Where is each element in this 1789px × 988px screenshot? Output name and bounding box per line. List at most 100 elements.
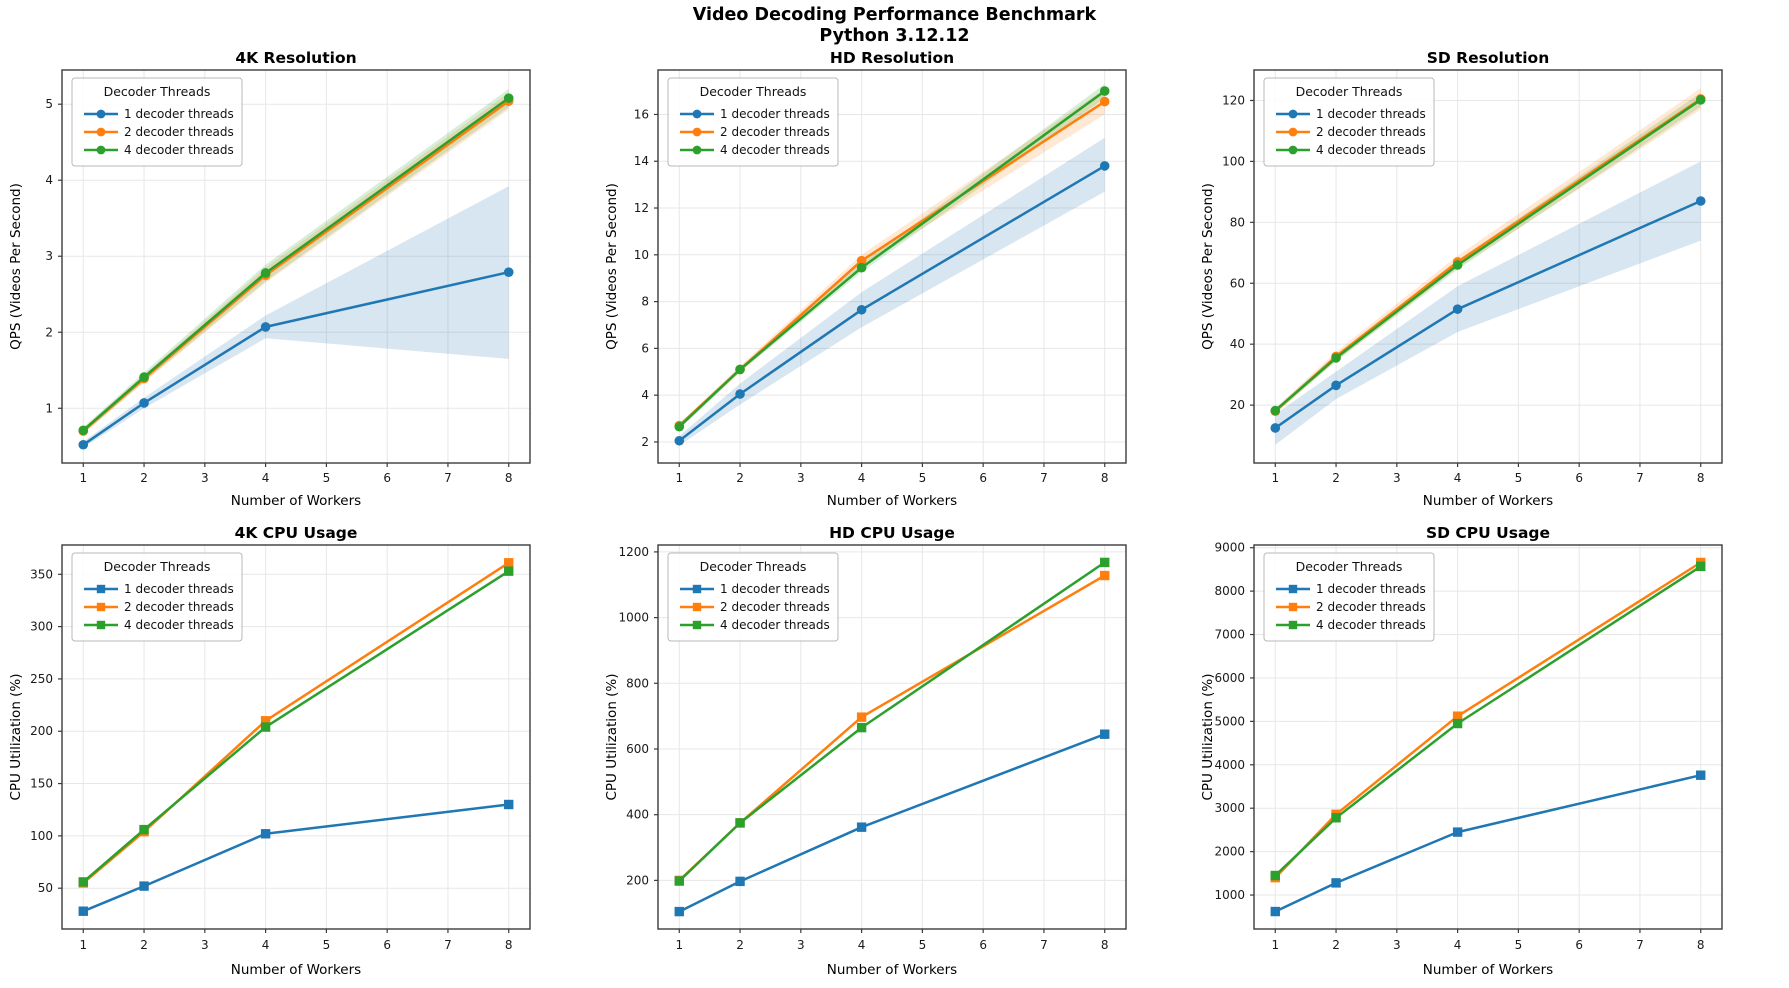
y-axis-label: QPS (Videos Per Second): [8, 183, 24, 350]
legend-label: 2 decoder threads: [1316, 600, 1426, 614]
svg-text:8000: 8000: [1214, 584, 1245, 598]
legend-label: 2 decoder threads: [720, 125, 830, 139]
svg-text:1000: 1000: [618, 611, 649, 625]
series-2-4-decoder-threads: [674, 557, 1110, 886]
data-point: [1270, 870, 1280, 881]
figure-title: Video Decoding Performance Benchmark Pyt…: [0, 5, 1789, 47]
y-axis-label: CPU Utilization (%): [8, 673, 24, 800]
svg-text:6000: 6000: [1214, 671, 1245, 685]
legend: Decoder Threads 1 decoder threads 2 decode…: [1263, 77, 1435, 167]
legend-label: 4 decoder threads: [1316, 143, 1426, 157]
data-point: [1331, 380, 1341, 391]
plot-border: [61, 544, 531, 930]
data-point: [1270, 405, 1281, 416]
data-point: [1331, 813, 1341, 823]
legend-label: 4 decoder threads: [720, 618, 830, 632]
legend-title: Decoder Threads: [104, 84, 211, 99]
x-axis-label: Number of Workers: [231, 493, 361, 508]
data-point: [674, 421, 685, 432]
svg-text:7000: 7000: [1214, 628, 1245, 642]
legend-label: 2 decoder threads: [124, 600, 234, 614]
band-series-0: [1275, 161, 1701, 445]
svg-text:4: 4: [262, 471, 270, 485]
y-axis-label: CPU Utilization (%): [604, 673, 620, 800]
svg-text:6: 6: [1575, 938, 1583, 952]
svg-text:8: 8: [1101, 471, 1109, 485]
data-point: [78, 906, 88, 916]
legend-marker-icon: [692, 602, 702, 612]
svg-text:1: 1: [79, 471, 87, 485]
legend-marker-icon: [692, 145, 702, 155]
svg-text:1000: 1000: [1214, 888, 1245, 902]
chart-hd-cpu-usage: 1 2 3 4 5 6 7 8 Number of Workers 200 400 600 800 100…: [596, 508, 1192, 984]
chart-svg-sd-cpu: 1 2 3 4 5 6 7 8 Number of Workers 1000 2000 3000 400…: [1200, 524, 1723, 978]
data-point: [1100, 570, 1110, 581]
data-point: [1100, 729, 1110, 739]
svg-text:80: 80: [1230, 215, 1245, 229]
data-point: [735, 876, 745, 887]
legend-marker-icon: [1288, 584, 1298, 594]
x-axis: 1 2 3 4 5 6 7 8 Number of Workers: [1271, 463, 1705, 509]
svg-text:7: 7: [1040, 471, 1048, 485]
data-point: [139, 881, 149, 891]
series-0-1-decoder-threads: [1270, 770, 1706, 917]
x-axis: 1 2 3 4 5 6 7 8 Number of Workers: [79, 929, 513, 978]
data-point: [78, 439, 89, 450]
chart-4k-resolution: 1 2 3 4 5 6 7 8 Number of Workers 1 2 3 4 5 QPS (Video…: [0, 46, 596, 509]
svg-text:60: 60: [1230, 276, 1245, 290]
svg-text:150: 150: [30, 777, 53, 791]
series-0-1-decoder-threads: [674, 161, 1110, 446]
series-2-4-decoder-threads: [1270, 561, 1706, 881]
svg-text:3: 3: [1393, 938, 1401, 952]
legend-label: 2 decoder threads: [124, 125, 234, 139]
legend-title: Decoder Threads: [700, 84, 807, 99]
series-2-4-decoder-threads: [1270, 95, 1706, 416]
svg-text:4: 4: [1454, 471, 1462, 485]
svg-text:2: 2: [1332, 938, 1340, 952]
data-point: [504, 566, 514, 576]
x-axis: 1 2 3 4 5 6 7 8 Number of Workers: [675, 929, 1109, 978]
svg-text:1: 1: [45, 401, 53, 415]
data-point: [1452, 304, 1463, 314]
data-point: [1695, 95, 1706, 105]
svg-text:6: 6: [979, 471, 987, 485]
plot-title: HD Resolution: [830, 49, 954, 67]
legend-label: 1 decoder threads: [720, 107, 830, 121]
svg-text:300: 300: [30, 620, 53, 634]
svg-text:9000: 9000: [1214, 541, 1245, 555]
legend-label: 2 decoder threads: [720, 600, 830, 614]
svg-text:2: 2: [45, 325, 53, 339]
svg-text:4: 4: [641, 388, 649, 402]
data-point: [674, 906, 684, 917]
legend: Decoder Threads 1 decoder threads 2 decode…: [1263, 552, 1435, 642]
chart-svg-sd-qps: 1 2 3 4 5 6 7 8 Number of Workers 20 40 60 80 100 120 Q…: [1200, 49, 1723, 509]
svg-text:2: 2: [1332, 471, 1340, 485]
svg-text:3000: 3000: [1214, 801, 1245, 815]
svg-text:350: 350: [30, 567, 53, 581]
data-point: [856, 822, 867, 832]
data-point: [503, 93, 514, 103]
svg-text:100: 100: [1222, 154, 1245, 168]
svg-text:1: 1: [675, 938, 683, 952]
svg-text:5: 5: [919, 938, 927, 952]
legend-label: 1 decoder threads: [124, 107, 234, 121]
svg-text:7: 7: [1636, 938, 1644, 952]
chart-hd-resolution: 1 2 3 4 5 6 7 8 Number of Workers 2 4 6 8 10 12 14 16 QPS…: [596, 46, 1192, 509]
y-axis: 20 40 60 80 100 120 QPS (Videos Per Second): [1200, 93, 1254, 412]
svg-text:2: 2: [736, 471, 744, 485]
svg-text:8: 8: [505, 471, 513, 485]
svg-text:100: 100: [30, 829, 53, 843]
svg-text:8: 8: [641, 295, 649, 309]
svg-text:250: 250: [30, 672, 53, 686]
legend-marker-icon: [1288, 620, 1298, 630]
svg-text:7: 7: [444, 938, 452, 952]
svg-text:3: 3: [201, 938, 209, 952]
svg-text:1: 1: [1271, 471, 1279, 485]
data-point: [856, 255, 867, 266]
series-0-1-decoder-threads: [78, 799, 514, 916]
legend-title: Decoder Threads: [700, 559, 807, 574]
data-point: [856, 304, 867, 315]
data-point: [674, 435, 685, 446]
data-point: [139, 398, 149, 408]
legend-label: 1 decoder threads: [1316, 582, 1426, 596]
